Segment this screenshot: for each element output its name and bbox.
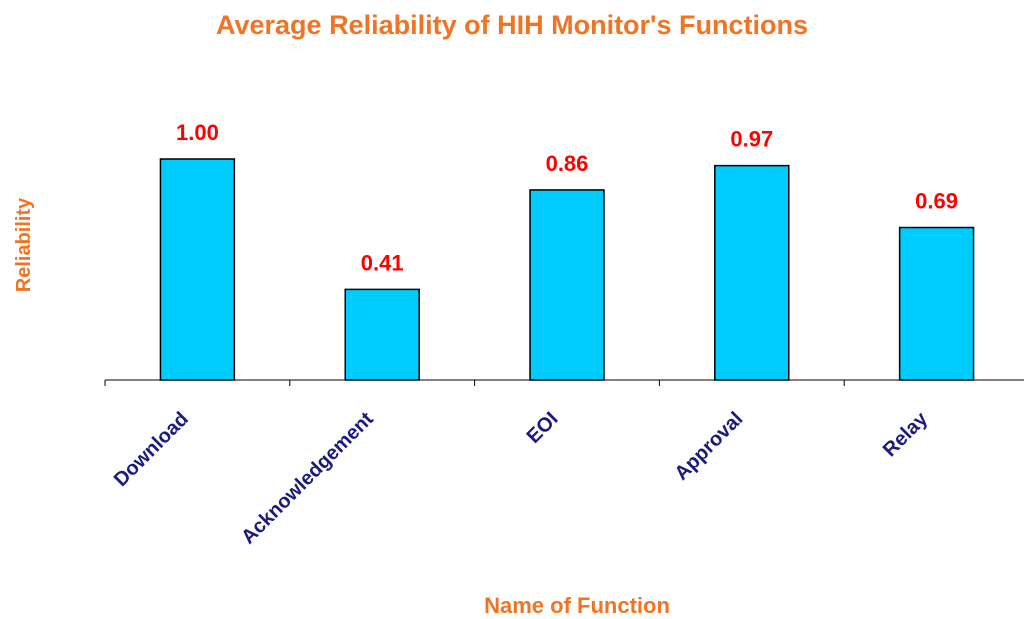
data-label: 0.41 (361, 250, 404, 275)
y-axis-label: Reliability (13, 197, 35, 292)
chart-title: Average Reliability of HIH Monitor's Fun… (216, 10, 808, 40)
x-tick-label: Download (110, 408, 193, 491)
bar (159, 158, 236, 381)
x-axis-label: Name of Function (484, 593, 670, 618)
bar (529, 189, 605, 381)
bar (344, 288, 420, 381)
data-label: 0.97 (730, 127, 773, 152)
bar (898, 226, 975, 381)
bar (714, 164, 790, 381)
x-tick-label: Approval (670, 408, 747, 485)
data-label: 0.86 (546, 151, 589, 176)
data-label: 1.00 (176, 120, 219, 145)
x-tick-label: Acknowledgement (237, 408, 378, 549)
data-label: 0.69 (915, 189, 958, 214)
x-tick-label: Relay (879, 407, 933, 461)
x-tick-label: EOI (523, 408, 563, 448)
